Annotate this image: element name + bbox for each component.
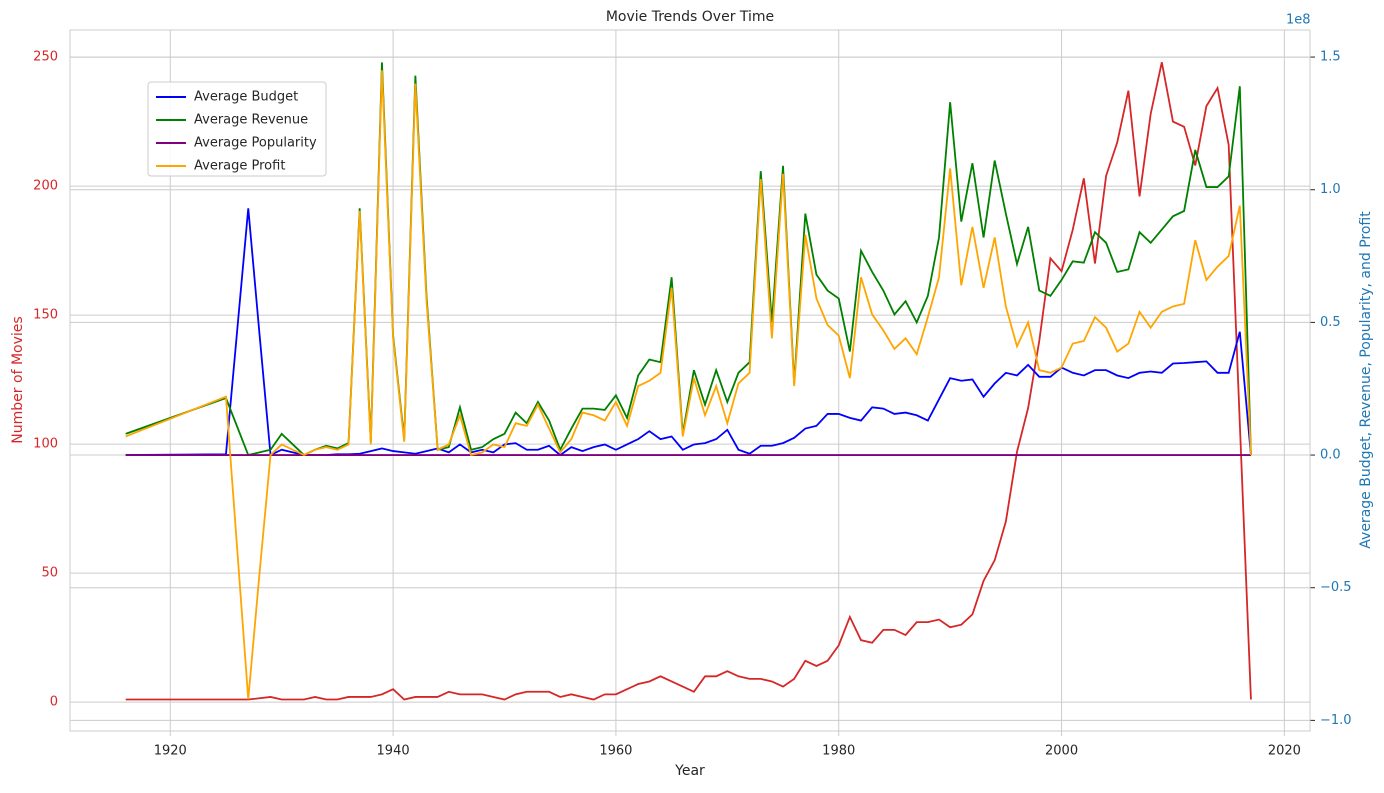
- legend-label: Average Profit: [194, 159, 285, 174]
- chart-title: Movie Trends Over Time: [606, 9, 774, 25]
- y2-offset-label: 1e8: [1286, 13, 1311, 28]
- y-axis-label: Number of Movies: [10, 316, 26, 443]
- x-tick-label: 1920: [154, 744, 187, 759]
- y-tick-label: 50: [41, 566, 58, 581]
- y2-tick-label: 0.0: [1320, 448, 1341, 463]
- x-tick-label: 1980: [822, 744, 855, 759]
- x-tick-label: 2020: [1268, 744, 1301, 759]
- y2-tick-label: 0.5: [1320, 315, 1341, 330]
- y-tick-label: 100: [33, 437, 58, 452]
- legend-label: Average Budget: [194, 90, 298, 105]
- series-line: [125, 62, 1252, 701]
- y2-axis-label: Average Budget, Revenue, Popularity, and…: [1358, 211, 1374, 549]
- y-tick-label: 200: [33, 179, 58, 194]
- legend-label: Average Revenue: [194, 113, 308, 128]
- x-axis-label: Year: [674, 763, 705, 779]
- legend-box: [147, 81, 327, 177]
- x-tick-label: 1940: [377, 744, 410, 759]
- x-tick-label: 2000: [1045, 744, 1078, 759]
- y2-tick-label: −1.0: [1320, 713, 1352, 728]
- y-tick-label: 0: [50, 695, 58, 710]
- x-tick-label: 1960: [599, 744, 632, 759]
- series-line: [125, 70, 1252, 700]
- y-tick-label: 150: [33, 308, 58, 323]
- y2-tick-label: 1.5: [1320, 50, 1341, 65]
- y2-tick-label: −0.5: [1320, 580, 1352, 595]
- plot-frame: [69, 29, 1311, 732]
- legend-label: Average Popularity: [194, 136, 317, 151]
- series-line: [125, 208, 1252, 457]
- y2-tick-label: 1.0: [1320, 182, 1341, 197]
- y-tick-label: 250: [33, 50, 58, 65]
